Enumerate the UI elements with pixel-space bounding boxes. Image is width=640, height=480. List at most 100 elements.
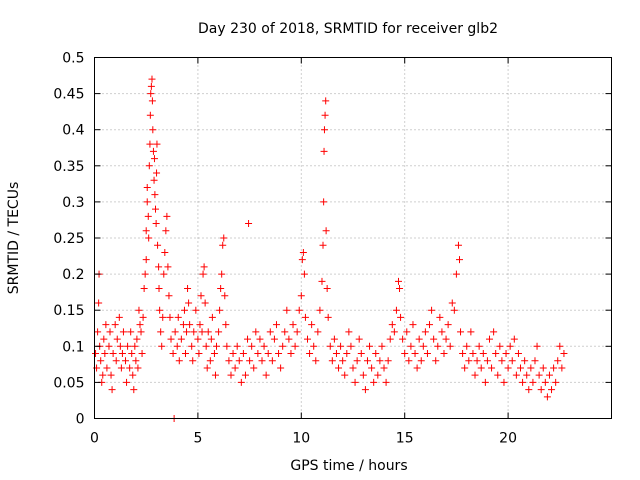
data-point bbox=[203, 364, 211, 372]
y-tick-label: 0.25 bbox=[53, 231, 84, 247]
data-point bbox=[250, 364, 258, 372]
data-point bbox=[175, 357, 183, 365]
data-point bbox=[217, 285, 225, 293]
data-point bbox=[180, 306, 188, 314]
y-tick-label: 0.35 bbox=[53, 159, 84, 175]
data-point bbox=[483, 357, 491, 365]
data-point bbox=[277, 364, 285, 372]
data-point bbox=[101, 350, 109, 358]
data-point bbox=[215, 328, 223, 336]
data-point bbox=[188, 342, 196, 350]
data-point bbox=[376, 357, 384, 365]
y-tick-label: 0 bbox=[76, 412, 85, 428]
data-point bbox=[533, 342, 541, 350]
y-tick-label: 0.1 bbox=[62, 339, 84, 355]
data-point bbox=[527, 364, 535, 372]
data-point bbox=[535, 371, 543, 379]
data-point bbox=[164, 263, 172, 271]
data-point bbox=[206, 357, 214, 365]
data-point bbox=[459, 350, 467, 358]
data-point bbox=[146, 140, 154, 148]
data-point bbox=[184, 285, 192, 293]
data-point bbox=[301, 313, 309, 321]
data-point bbox=[156, 306, 164, 314]
grid bbox=[94, 57, 612, 419]
data-point bbox=[490, 328, 498, 336]
data-point bbox=[142, 256, 150, 264]
data-point bbox=[147, 90, 155, 98]
data-point bbox=[143, 198, 151, 206]
data-point bbox=[218, 270, 226, 278]
data-point bbox=[550, 364, 558, 372]
data-point bbox=[146, 111, 154, 119]
data-point bbox=[192, 306, 200, 314]
data-point bbox=[177, 335, 185, 343]
data-point bbox=[541, 378, 549, 386]
data-point bbox=[386, 335, 394, 343]
data-point bbox=[289, 321, 297, 329]
data-point bbox=[262, 371, 270, 379]
data-point bbox=[498, 357, 506, 365]
data-point bbox=[316, 306, 324, 314]
data-point bbox=[199, 270, 207, 278]
data-point bbox=[158, 342, 166, 350]
data-point bbox=[260, 342, 268, 350]
data-point bbox=[225, 357, 233, 365]
data-point bbox=[111, 321, 119, 329]
data-point bbox=[295, 306, 303, 314]
data-point bbox=[102, 321, 110, 329]
data-point bbox=[145, 162, 153, 170]
data-point bbox=[519, 378, 527, 386]
data-point bbox=[99, 371, 107, 379]
data-point bbox=[229, 350, 237, 358]
data-point bbox=[359, 371, 367, 379]
data-point bbox=[345, 328, 353, 336]
data-point bbox=[401, 350, 409, 358]
data-point bbox=[127, 328, 135, 336]
data-point bbox=[446, 342, 454, 350]
data-point bbox=[409, 321, 417, 329]
data-point bbox=[254, 350, 262, 358]
data-point bbox=[283, 306, 291, 314]
data-point bbox=[384, 357, 392, 365]
data-point bbox=[467, 328, 475, 336]
data-point bbox=[245, 220, 253, 228]
data-point bbox=[185, 299, 193, 307]
data-point bbox=[227, 371, 235, 379]
data-point bbox=[190, 328, 198, 336]
data-point bbox=[106, 328, 114, 336]
data-point bbox=[204, 328, 212, 336]
data-point bbox=[153, 140, 161, 148]
x-tick-label: 5 bbox=[193, 431, 202, 447]
data-point bbox=[252, 328, 260, 336]
data-point bbox=[397, 313, 405, 321]
data-point bbox=[475, 342, 483, 350]
data-point bbox=[117, 364, 125, 372]
data-point bbox=[107, 371, 115, 379]
data-point bbox=[137, 328, 145, 336]
x-axis-label: GPS time / hours bbox=[290, 458, 407, 474]
data-point bbox=[281, 328, 289, 336]
x-tick-label: 15 bbox=[396, 431, 414, 447]
y-tick-label: 0.05 bbox=[53, 375, 84, 391]
chart-title: Day 230 of 2018, SRMTID for receiver glb… bbox=[198, 21, 498, 37]
data-point bbox=[210, 350, 218, 358]
y-tick-label: 0.5 bbox=[62, 51, 84, 67]
data-point bbox=[266, 328, 274, 336]
data-point bbox=[366, 342, 374, 350]
data-point bbox=[298, 256, 306, 264]
data-point bbox=[514, 350, 522, 358]
data-series bbox=[92, 75, 568, 422]
data-point bbox=[405, 357, 413, 365]
data-point bbox=[222, 321, 230, 329]
data-point bbox=[339, 357, 347, 365]
data-point bbox=[332, 350, 340, 358]
data-point bbox=[123, 378, 131, 386]
data-point bbox=[407, 342, 415, 350]
data-point bbox=[135, 306, 143, 314]
data-point bbox=[426, 321, 434, 329]
data-point bbox=[122, 357, 130, 365]
y-tick-label: 0.4 bbox=[62, 123, 84, 139]
data-point bbox=[140, 285, 148, 293]
data-point bbox=[270, 335, 278, 343]
